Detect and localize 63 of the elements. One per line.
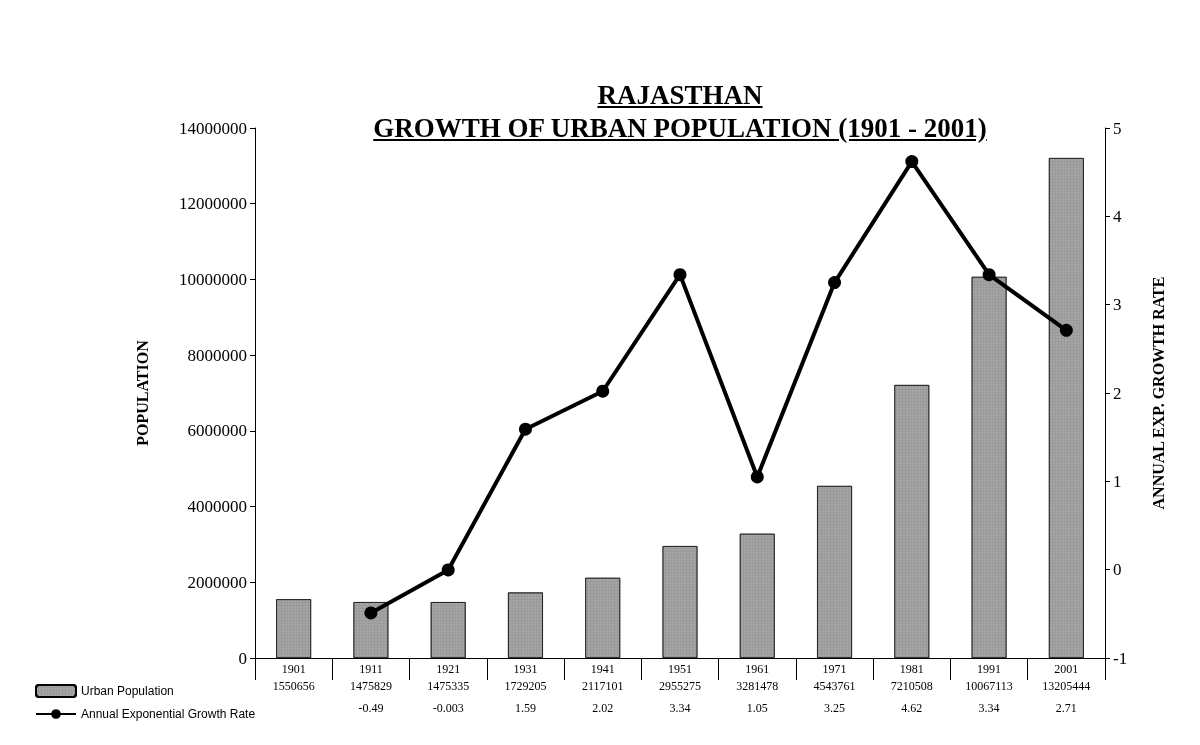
x-tick-label: 1941 (590, 662, 615, 676)
x-tick-label: 1931 (513, 662, 538, 676)
y2-axis-title: ANNUAL EXP. GROWTH RATE (1149, 276, 1167, 510)
point (1059, 323, 1073, 337)
data-label: 1.05 (745, 701, 769, 716)
point (518, 422, 532, 436)
data-label: 10067113 (964, 679, 1014, 694)
data-label: 3.34 (977, 701, 1001, 716)
data-label: 1475335 (426, 679, 471, 694)
data-label: 1550656 (271, 679, 316, 694)
y-tick-label: 10000000 (179, 269, 247, 289)
x-tick-label: 1961 (745, 662, 770, 676)
y2-tick-label: 5 (1113, 118, 1122, 138)
y2-tick-label: 4 (1113, 206, 1122, 226)
legend-label: Annual Exponential Growth Rate (81, 707, 256, 721)
data-label: 2.71 (1054, 701, 1078, 716)
data-label: -0.49 (357, 701, 385, 716)
legend-label: Urban Population (81, 684, 174, 698)
x-tick-label: 1991 (977, 662, 1002, 676)
data-label: 4543761 (812, 679, 857, 694)
point (441, 563, 455, 577)
y-tick-label: 14000000 (179, 118, 247, 138)
x-tick-label: 1951 (668, 662, 692, 676)
x-tick-label: 1971 (822, 662, 847, 676)
x-tick-label: 1911 (359, 662, 383, 676)
data-label: 1.59 (513, 701, 537, 716)
data-label: 4.62 (900, 701, 924, 716)
y2-tick-label: 3 (1113, 295, 1122, 315)
y2-tick-label: 1 (1113, 471, 1122, 491)
point (828, 276, 842, 290)
y-tick-label: 4000000 (187, 497, 247, 517)
y-tick-label: 8000000 (187, 345, 247, 365)
point (673, 268, 687, 282)
data-label: 13205444 (1041, 679, 1092, 694)
chart-subtitle: GROWTH OF URBAN POPULATION (1901 - 2001) (372, 113, 988, 144)
x-tick-label: 1901 (281, 662, 306, 676)
data-label: 2.02 (591, 701, 615, 716)
x-tick-label: 1981 (899, 662, 924, 676)
point (905, 155, 919, 169)
y-axis-title: POPULATION (133, 339, 151, 446)
y2-tick-label: 0 (1113, 560, 1122, 580)
data-label: 3281478 (735, 679, 780, 694)
y-tick-label: 0 (238, 648, 247, 668)
data-label: 1475829 (348, 679, 393, 694)
data-label: 2955275 (658, 679, 702, 694)
data-label: 1729205 (503, 679, 548, 694)
data-label: 3.25 (823, 701, 847, 716)
y2-tick-label: -1 (1113, 648, 1128, 668)
point (750, 470, 764, 484)
point (982, 268, 996, 282)
data-label: 2117101 (580, 679, 625, 694)
y-tick-label: 6000000 (187, 421, 247, 441)
point (364, 606, 378, 620)
y-tick-label: 2000000 (187, 572, 247, 592)
data-label: 7210508 (889, 679, 934, 694)
y2-tick-label: 2 (1113, 383, 1122, 403)
chart-title: RAJASTHAN (596, 80, 764, 111)
point (596, 384, 610, 398)
data-label: -0.003 (431, 701, 465, 716)
data-label: 3.34 (668, 701, 692, 716)
x-tick-label: 2001 (1054, 662, 1079, 676)
x-tick-label: 1921 (436, 662, 461, 676)
y-tick-label: 12000000 (179, 194, 247, 214)
